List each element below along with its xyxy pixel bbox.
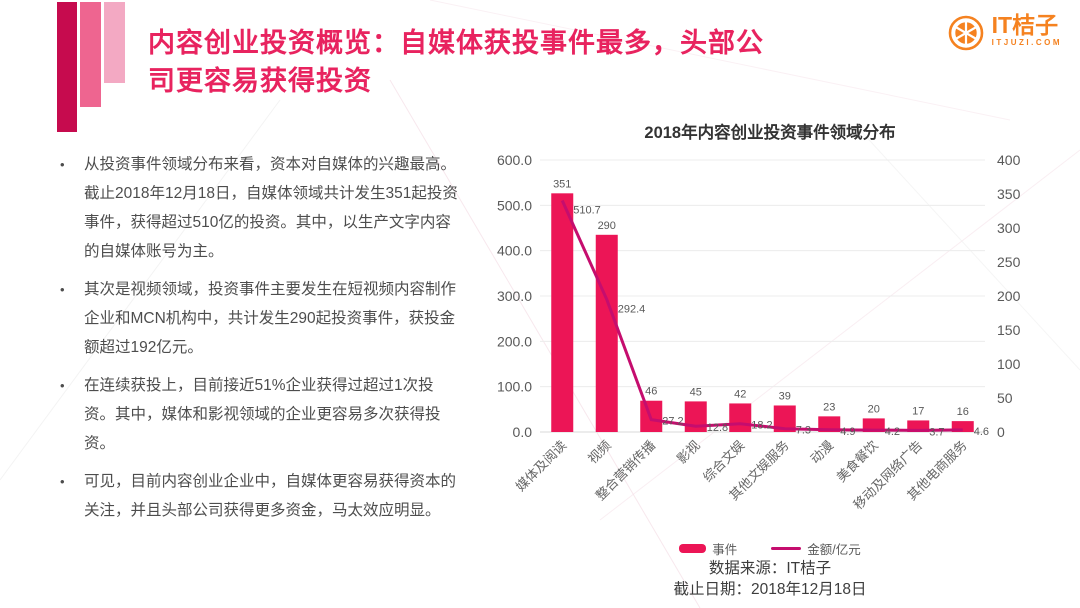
- left-axis-tick: 100.0: [497, 379, 532, 395]
- right-axis-tick: 0: [997, 424, 1005, 440]
- bar-0: [551, 193, 574, 432]
- itjuzi-logo: IT桔子 ITJUZI.COM: [946, 12, 1062, 57]
- bullet-marker: •: [60, 282, 65, 297]
- bar-series-swatch: [679, 544, 707, 553]
- right-axis-tick: 300: [997, 220, 1021, 236]
- right-axis-tick: 350: [997, 186, 1021, 202]
- line-value-label: 18.2: [751, 420, 772, 432]
- bar-4: [729, 403, 752, 432]
- logo-name: IT桔子: [991, 12, 1059, 38]
- right-axis-tick: 250: [997, 254, 1021, 270]
- bar-value-label: 351: [553, 178, 571, 190]
- bullet-text: 从投资事件领域分布来看，资本对自媒体的兴趣最高。截止2018年12月18日，自媒…: [84, 156, 458, 260]
- legend-label: 事件: [712, 543, 738, 557]
- bar-value-label: 39: [779, 390, 791, 402]
- line-value-label: 27.2: [662, 416, 683, 428]
- bullet-text: 可见，目前内容创业企业中，自媒体更容易获得资本的关注，并且头部公司获得更多资金，…: [84, 473, 457, 519]
- right-axis-tick: 200: [997, 288, 1021, 304]
- line-value-label: 3.7: [929, 426, 944, 438]
- data-source-line: 数据来源：IT桔子: [708, 560, 832, 577]
- bar-value-label: 20: [868, 403, 880, 415]
- line-value-label: 4.2: [885, 426, 900, 438]
- line-value-label: 510.7: [573, 204, 601, 216]
- left-axis-tick: 500.0: [497, 197, 532, 213]
- bullet-text: 其次是视频领域，投资事件主要发生在短视频内容制作企业和MCN机构中，共计发生29…: [84, 281, 457, 356]
- right-axis-tick: 400: [997, 152, 1021, 168]
- left-axis-tick: 600.0: [497, 152, 532, 168]
- bar-1: [595, 234, 618, 432]
- bar-value-label: 17: [912, 405, 924, 417]
- list-item: • 在连续获投上，目前接近51%企业获得过超过1次投资。其中，媒体和影视领域的企…: [60, 371, 462, 458]
- x-axis-label: 视频: [585, 438, 614, 467]
- line-value-label: 292.4: [618, 303, 646, 315]
- page-title-line2: 司更容易获得投资: [148, 66, 372, 96]
- left-axis-tick: 200.0: [497, 333, 532, 349]
- legend-label: 金额/亿元: [807, 543, 861, 557]
- left-axis-tick: 400.0: [497, 243, 532, 259]
- right-axis-tick: 50: [997, 390, 1013, 406]
- page-title: 内容创业投资概览：自媒体获投事件最多，头部公 司更容易获得投资: [148, 24, 888, 100]
- right-axis-tick: 100: [997, 356, 1021, 372]
- x-axis-label: 动漫: [807, 438, 836, 467]
- line-value-label: 4.9: [840, 426, 855, 438]
- title-decoration-bar-mid: [80, 2, 101, 107]
- orange-slice-icon: [946, 12, 986, 57]
- chart-section: 2018年内容创业投资事件领域分布 600.0 500.0 400.0 300.0 20…: [480, 115, 1060, 605]
- list-item: • 可见，目前内容创业企业中，自媒体更容易获得资本的关注，并且头部公司获得更多资…: [60, 467, 462, 525]
- legend-item-amount: 金额/亿元: [771, 539, 861, 558]
- bar-value-label: 46: [645, 386, 657, 398]
- logo-domain: ITJUZI.COM: [991, 38, 1062, 47]
- bullet-text: 在连续获投上，目前接近51%企业获得过超过1次投资。其中，媒体和影视领域的企业更…: [84, 377, 441, 452]
- bar-value-label: 42: [734, 388, 746, 400]
- bar-value-label: 290: [598, 220, 616, 232]
- page-title-line1: 内容创业投资概览：自媒体获投事件最多，头部公: [148, 28, 764, 58]
- bar-value-label: 45: [690, 386, 702, 398]
- list-item: • 其次是视频领域，投资事件主要发生在短视频内容制作企业和MCN机构中，共计发生…: [60, 275, 462, 362]
- title-decoration-bar-dark: [57, 2, 77, 132]
- bar-value-label: 23: [823, 401, 835, 413]
- right-axis-tick: 150: [997, 322, 1021, 338]
- left-axis-tick: 300.0: [497, 288, 532, 304]
- chart-title: 2018年内容创业投资事件领域分布: [644, 124, 896, 142]
- list-item: • 从投资事件领域分布来看，资本对自媒体的兴趣最高。截止2018年12月18日，…: [60, 150, 462, 266]
- x-axis-label: 影视: [674, 438, 703, 467]
- bullet-marker: •: [60, 378, 65, 393]
- line-series-swatch: [771, 547, 802, 550]
- title-decoration-bar-light: [104, 2, 125, 83]
- bullet-list: • 从投资事件领域分布来看，资本对自媒体的兴趣最高。截止2018年12月18日，…: [60, 150, 462, 534]
- bullet-marker: •: [60, 474, 65, 489]
- cutoff-date-line: 截止日期：2018年12月18日: [673, 581, 867, 598]
- bar-value-label: 16: [957, 406, 969, 418]
- chart-canvas: 600.0 500.0 400.0 300.0 200.0 100.0 0.0 400 350 3…: [497, 152, 1021, 512]
- left-axis-tick: 0.0: [513, 424, 533, 440]
- bullet-marker: •: [60, 157, 65, 172]
- line-value-label: 7.3: [796, 425, 811, 437]
- x-axis-label: 媒体及阅读: [513, 438, 570, 495]
- line-value-label: 4.6: [974, 426, 989, 438]
- line-value-label: 12.8: [707, 422, 728, 434]
